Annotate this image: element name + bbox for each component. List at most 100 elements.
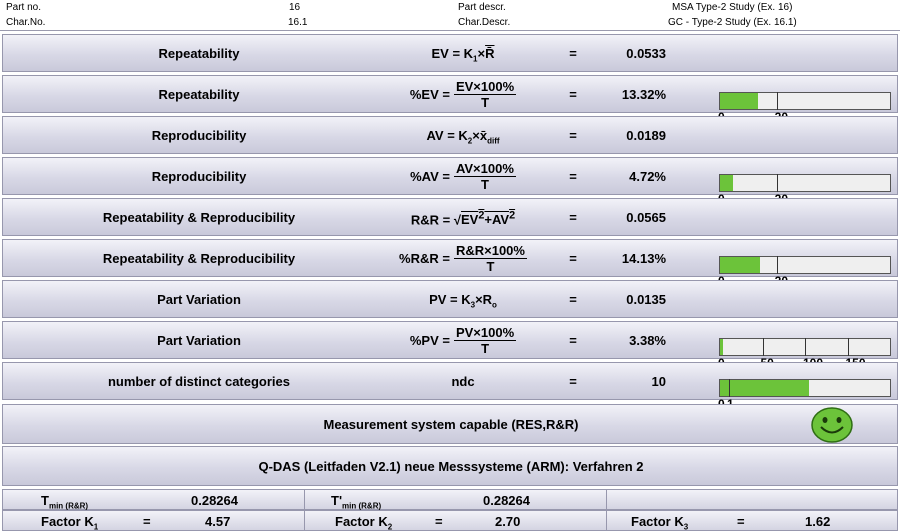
formula-pv: PV = K3×Ro — [429, 292, 497, 310]
progress-bar-pct-ev: 020 — [718, 92, 891, 124]
equals-sign: = — [569, 46, 577, 61]
formula-rr: R&R = √EV2+AV2 — [410, 210, 516, 228]
equals-sign: = — [569, 87, 577, 102]
part-descr-value: MSA Type-2 Study (Ex. 16) — [672, 2, 793, 13]
row-label: Reproducibility — [151, 169, 247, 184]
equals-sign: = — [569, 210, 577, 225]
smiley-icon — [811, 407, 853, 443]
part-descr-label: Part descr. — [458, 2, 506, 13]
bar-fill — [720, 257, 761, 273]
row-rr: Repeatability & Reproducibility R&R = √E… — [2, 198, 898, 236]
formula-pct-ev: %EV = EV×100% T — [383, 79, 543, 110]
equals-sign: = — [569, 251, 577, 266]
row-reproducibility-pct: Reproducibility %AV = AV×100%T = 4.72% 0… — [2, 157, 898, 206]
k3-cell: Factor K3 = 1.62 — [607, 511, 899, 532]
header-row-char: Char.No. 16.1 Char.Descr. GC - Type-2 St… — [0, 15, 900, 31]
k2-value: 2.70 — [495, 514, 521, 529]
progress-bar-pct-rr: 020 — [718, 256, 891, 288]
bar-tick — [762, 338, 764, 356]
char-descr-value: GC - Type-2 Study (Ex. 16.1) — [668, 17, 797, 28]
value-pct-rr: 14.13% — [621, 251, 666, 266]
equals-sign: = — [737, 514, 745, 529]
bar-tick — [805, 338, 806, 356]
k1-value: 4.57 — [205, 514, 231, 529]
bar-tick — [776, 256, 778, 274]
row-capable: Measurement system capable (RES,R&R) — [2, 404, 898, 444]
value-pct-av: 4.72% — [629, 169, 666, 184]
bar-fill — [720, 380, 810, 396]
tmin-label: Tmin (R&R) — [41, 493, 89, 511]
progress-bar-pct-av: 020 — [718, 174, 891, 206]
value-pv: 0.0135 — [626, 292, 666, 307]
capable-text: Measurement system capable (RES,R&R) — [323, 417, 579, 432]
tmin2-value: 0.28264 — [483, 493, 530, 508]
empty-cell — [607, 490, 899, 509]
row-part-variation-pct: Part Variation %PV = PV×100%T = 3.38% 05… — [2, 321, 898, 370]
method-text: Q-DAS (Leitfaden V2.1) neue Messsysteme … — [258, 459, 644, 474]
value-ev: 0.0533 — [626, 46, 666, 61]
equals-sign: = — [569, 333, 577, 348]
row-repeatability-ev: Repeatability EV = K1×R̄ = 0.0533 — [2, 34, 898, 72]
formula-lhs: %EV = — [409, 87, 450, 102]
bar-fill — [720, 175, 734, 191]
value-ndc: 10 — [651, 374, 666, 389]
formula-pct-av: %AV = AV×100% T — [383, 161, 543, 192]
equals-sign: = — [569, 169, 577, 184]
value-rr: 0.0565 — [626, 210, 666, 225]
formula-denominator: T — [480, 177, 489, 192]
progress-bar-ndc: 01 — [718, 379, 891, 411]
formula-av: AV = K2×x̄diff — [426, 128, 500, 146]
bar-tick — [776, 92, 778, 110]
bar-fill — [720, 93, 758, 109]
equals-sign: = — [569, 292, 577, 307]
tmin-value: 0.28264 — [191, 493, 238, 508]
row-label: number of distinct categories — [107, 374, 291, 389]
row-ndc: number of distinct categories ndc = 10 0… — [2, 362, 898, 411]
tmin2-label: T'min (R&R) — [331, 493, 382, 511]
header-row-part: Part no. 16 Part descr. MSA Type-2 Study… — [0, 0, 900, 16]
formula-numerator: R&R×100% — [453, 243, 527, 259]
row-label: Repeatability — [158, 87, 240, 102]
progress-bar-pct-pv: 050100150 — [718, 338, 891, 370]
row-label: Reproducibility — [151, 128, 247, 143]
formula-ndc: ndc — [451, 374, 475, 389]
row-part-variation: Part Variation PV = K3×Ro = 0.0135 — [2, 280, 898, 318]
part-no-value: 16 — [289, 2, 301, 13]
footer-factor-row: Factor K1 = 4.57 Factor K2 = 2.70 Factor… — [2, 510, 899, 532]
k3-value: 1.62 — [805, 514, 831, 529]
row-label: Part Variation — [157, 292, 241, 307]
formula-numerator: AV×100% — [453, 161, 516, 177]
formula-lhs: %AV = — [410, 169, 450, 184]
row-label: Repeatability & Reproducibility — [102, 210, 296, 225]
footer-tmin-row: Tmin (R&R) 0.28264 T'min (R&R) 0.28264 — [2, 489, 899, 511]
formula-denominator: T — [481, 341, 490, 356]
equals-sign: = — [435, 514, 443, 529]
bar-tick — [847, 338, 849, 356]
equals-sign: = — [569, 128, 577, 143]
formula-denominator: T — [481, 95, 490, 110]
row-label: Repeatability & Reproducibility — [102, 251, 296, 266]
k1-label: Factor K1 — [41, 514, 99, 532]
tmin-cell: Tmin (R&R) 0.28264 — [3, 490, 305, 511]
value-pct-ev: 13.32% — [621, 87, 666, 102]
k3-label: Factor K3 — [631, 514, 689, 532]
formula-denominator: T — [486, 259, 495, 274]
row-label: Repeatability — [158, 46, 240, 61]
formula-numerator: EV×100% — [453, 79, 517, 95]
formula-lhs: %PV = — [409, 333, 450, 348]
row-method: Q-DAS (Leitfaden V2.1) neue Messsysteme … — [2, 446, 898, 486]
char-no-value: 16.1 — [288, 17, 308, 28]
equals-sign: = — [569, 374, 577, 389]
k2-label: Factor K2 — [335, 514, 393, 532]
value-av: 0.0189 — [626, 128, 666, 143]
value-pct-pv: 3.38% — [629, 333, 666, 348]
k1-cell: Factor K1 = 4.57 — [3, 511, 305, 532]
row-reproducibility-av: Reproducibility AV = K2×x̄diff = 0.0189 — [2, 116, 898, 154]
formula-pct-pv: %PV = PV×100% T — [383, 325, 543, 356]
row-rr-pct: Repeatability & Reproducibility %R&R = R… — [2, 239, 898, 288]
k2-cell: Factor K2 = 2.70 — [305, 511, 607, 532]
bar-tick — [776, 174, 778, 192]
formula-ev: EV = K1×R̄ — [431, 46, 495, 64]
part-no-label: Part no. — [6, 2, 42, 13]
char-no-label: Char.No. — [6, 17, 46, 28]
